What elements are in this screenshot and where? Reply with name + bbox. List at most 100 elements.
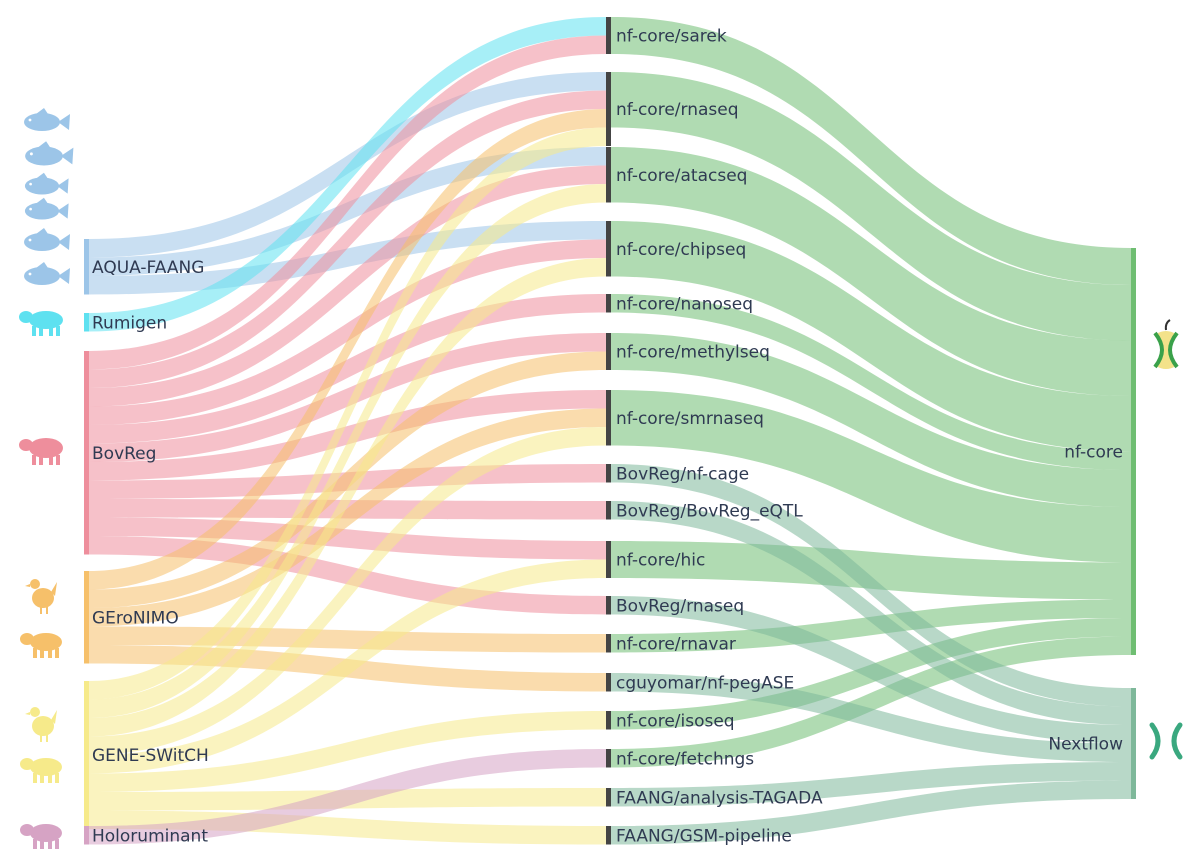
node-label-gsm: FAANG/GSM-pipeline: [616, 826, 792, 846]
link-bovreg-methylseq: [89, 333, 606, 462]
salmon-icon: [24, 262, 70, 285]
node-bar-bovreg_eqtl[interactable]: [606, 501, 611, 520]
node-bar-tagada[interactable]: [606, 788, 611, 807]
node-label-rnaseq: nf-core/rnaseq: [616, 100, 739, 120]
link-geneswitch-hic: [89, 559, 606, 774]
node-label-nfcore: nf-core: [1064, 443, 1123, 463]
node-bar-geneswitch[interactable]: [84, 681, 89, 829]
link-rnaseq-nfcore: [611, 72, 1131, 341]
link-geneswitch-isoseq: [89, 711, 606, 792]
links-layer: [89, 17, 1131, 845]
node-bar-gsm[interactable]: [606, 826, 611, 845]
node-bar-holoruminant[interactable]: [84, 826, 89, 845]
node-label-pegase: cguyomar/nf-pegASE: [616, 673, 794, 693]
node-label-chipseq: nf-core/chipseq: [616, 240, 746, 260]
link-geneswitch-smrnaseq: [89, 427, 606, 755]
link-nanoseq-nfcore: [611, 294, 1131, 470]
node-label-rumigen: Rumigen: [92, 313, 167, 333]
nextflow-logo-icon: [1149, 722, 1183, 760]
node-bar-rumigen[interactable]: [84, 313, 89, 332]
link-hic-nfcore: [611, 541, 1131, 600]
node-bar-chipseq[interactable]: [606, 221, 611, 277]
node-bar-geronimo[interactable]: [84, 571, 89, 664]
node-label-geronimo: GEroNIMO: [92, 608, 179, 628]
node-bar-bovreg_rnaseq[interactable]: [606, 596, 611, 615]
node-bar-smrnaseq[interactable]: [606, 390, 611, 446]
chicken-icon: [25, 707, 57, 742]
link-pegase-nextflow: [611, 673, 1131, 762]
link-geronimo-rnaseq: [89, 109, 606, 590]
cow-icon: [19, 311, 63, 336]
link-geneswitch-rnaseq: [89, 127, 606, 700]
node-label-tagada: FAANG/analysis-TAGADA: [616, 788, 823, 808]
link-tagada-nextflow: [611, 762, 1131, 807]
link-bovreg-smrnaseq: [89, 390, 606, 481]
node-label-hic: nf-core/hic: [616, 551, 705, 571]
node-bar-bovreg_cage[interactable]: [606, 464, 611, 483]
node-label-bovreg: BovReg: [92, 444, 156, 464]
link-holoruminant-fetchngs: [89, 749, 606, 845]
node-label-geneswitch: GENE-SWitCH: [92, 746, 209, 766]
link-bovreg_cage-nextflow: [611, 464, 1131, 707]
link-geronimo-methylseq: [89, 351, 606, 608]
link-bovreg_rnaseq-nextflow: [611, 596, 1131, 744]
link-aqua-rnaseq: [89, 72, 606, 258]
node-labels-layer: AQUA-FAANG Rumigen BovReg GEroNIMO GENE-SWit…: [92, 27, 1123, 847]
node-bar-nextflow[interactable]: [1131, 688, 1136, 799]
node-bar-rnavar[interactable]: [606, 634, 611, 653]
link-geneswitch-chipseq: [89, 258, 606, 737]
node-label-nextflow: Nextflow: [1048, 735, 1123, 755]
sheep-icon: [20, 824, 62, 849]
link-smrnaseq-nfcore: [611, 390, 1131, 563]
node-bar-pegase[interactable]: [606, 673, 611, 692]
eel-fish-icon: [24, 172, 69, 195]
link-geronimo-smrnaseq: [89, 408, 606, 627]
node-label-sarek: nf-core/sarek: [616, 27, 727, 47]
node-label-methylseq: nf-core/methylseq: [616, 343, 770, 363]
pig-icon: [20, 633, 62, 658]
flatfish-icon: [25, 141, 74, 166]
trout-icon: [24, 197, 69, 220]
pig-icon: [20, 758, 62, 783]
link-bovreg-nanoseq: [89, 294, 606, 444]
node-label-smrnaseq: nf-core/smrnaseq: [616, 409, 764, 429]
link-methylseq-nfcore: [611, 333, 1131, 507]
node-label-holoruminant: Holoruminant: [92, 826, 208, 846]
node-bar-rnaseq[interactable]: [606, 72, 611, 146]
link-bovreg-sarek: [89, 35, 606, 370]
node-bars-layer: [84, 17, 1136, 845]
node-bar-fetchngs[interactable]: [606, 749, 611, 768]
node-label-bovreg_eqtl: BovReg/BovReg_eQTL: [616, 501, 803, 521]
link-rumigen-sarek: [89, 17, 606, 332]
node-label-aqua: AQUA-FAANG: [92, 258, 204, 278]
node-bar-isoseq[interactable]: [606, 711, 611, 730]
link-sarek-nfcore: [611, 17, 1131, 285]
link-bovreg_eqtl-nextflow: [611, 501, 1131, 725]
node-label-bovreg_rnaseq: BovReg/rnaseq: [616, 596, 744, 616]
link-fetchngs-nfcore: [611, 636, 1131, 768]
icons-layer: [19, 108, 1183, 849]
node-bar-bovreg[interactable]: [84, 351, 89, 555]
cow-icon: [19, 438, 63, 465]
node-label-atacseq: nf-core/atacseq: [616, 166, 747, 186]
node-bar-aqua[interactable]: [84, 239, 89, 295]
node-bar-methylseq[interactable]: [606, 333, 611, 370]
link-chipseq-nfcore: [611, 221, 1131, 452]
node-bar-nfcore[interactable]: [1131, 248, 1136, 655]
node-bar-atacseq[interactable]: [606, 147, 611, 203]
node-label-fetchngs: nf-core/fetchngs: [616, 749, 754, 769]
node-bar-hic[interactable]: [606, 541, 611, 578]
bass-icon: [24, 228, 70, 251]
link-bovreg-chipseq: [89, 239, 606, 425]
node-label-isoseq: nf-core/isoseq: [616, 711, 735, 731]
link-bovreg-atacseq: [89, 165, 606, 407]
node-bar-nanoseq[interactable]: [606, 294, 611, 313]
node-bar-sarek[interactable]: [606, 17, 611, 54]
node-label-rnavar: nf-core/rnavar: [616, 634, 736, 654]
link-bovreg-rnaseq: [89, 90, 606, 388]
node-label-bovreg_cage: BovReg/nf-cage: [616, 464, 749, 484]
link-gsm-nextflow: [611, 780, 1131, 845]
link-rnavar-nfcore: [611, 599, 1131, 653]
link-atacseq-nfcore: [611, 147, 1131, 396]
